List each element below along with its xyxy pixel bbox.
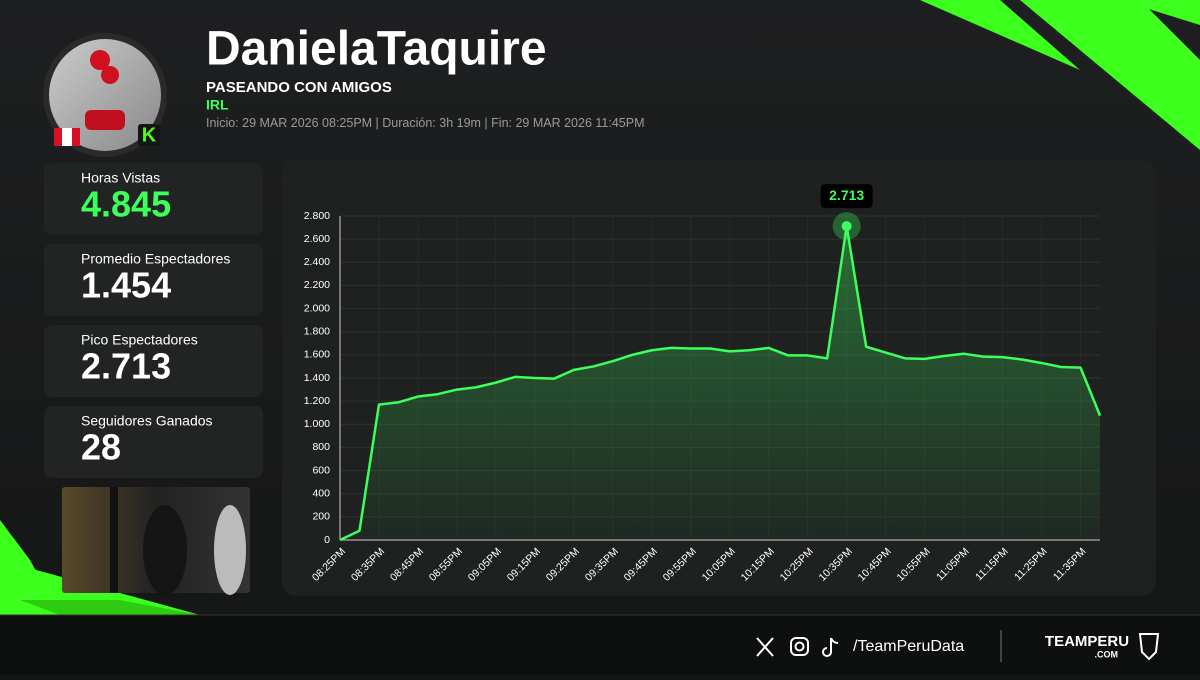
- y-tick-label: 1.600: [304, 349, 330, 361]
- avatar-balloon: [101, 66, 119, 84]
- avatar-figure: [85, 110, 125, 130]
- y-tick-label: 2.600: [304, 233, 330, 245]
- stream-title: PASEANDO CON AMIGOS: [206, 79, 392, 96]
- y-tick-label: 200: [312, 511, 330, 523]
- stat-card: [44, 244, 263, 316]
- stat-value: 1.454: [81, 265, 171, 306]
- y-tick-label: 2.400: [304, 256, 330, 268]
- y-tick-label: 1.800: [304, 325, 330, 337]
- stat-label: Promedio Espectadores: [81, 251, 230, 267]
- streamer-name: DanielaTaquire: [206, 23, 547, 76]
- avatar: [49, 39, 161, 151]
- y-tick-label: 0: [324, 534, 330, 546]
- data-label: 2.713: [829, 187, 864, 203]
- stream-category: IRL: [206, 97, 229, 113]
- footer-bar: [0, 615, 1200, 675]
- thumbnail: [62, 487, 250, 595]
- stat-card: [44, 406, 263, 478]
- peak-tooltip: [820, 184, 873, 209]
- y-tick-label: 400: [312, 487, 330, 499]
- area: [340, 226, 1100, 540]
- y-tick-label: 1.200: [304, 395, 330, 407]
- flag-icon: [54, 128, 80, 146]
- stat-label: Horas Vistas: [81, 170, 160, 186]
- decoration: [0, 0, 1200, 615]
- stat-label: Pico Espectadores: [81, 332, 198, 348]
- stat-value: 2.713: [81, 346, 171, 387]
- y-tick-label: 2.800: [304, 210, 330, 222]
- y-tick-label: 2.000: [304, 302, 330, 314]
- stat-label: Seguidores Ganados: [81, 413, 213, 429]
- social-icons: [756, 637, 839, 657]
- svg-text:K: K: [142, 124, 157, 146]
- kick-icon: K: [138, 124, 160, 146]
- stat-card: [44, 163, 263, 235]
- separator: |: [481, 116, 491, 130]
- stat-card: [44, 325, 263, 397]
- stat-value: 28: [81, 427, 121, 468]
- start: Inicio: 29 MAR 2026 08:25PM: [206, 116, 372, 130]
- y-tick-label: 800: [312, 441, 330, 453]
- stat-value: 4.845: [81, 184, 171, 225]
- y-tick-label: 600: [312, 464, 330, 476]
- stream-info: Inicio: 29 MAR 2026 08:25PM | Duración: …: [206, 116, 644, 130]
- avatar-balloon: [90, 50, 110, 70]
- duration: Duración: 3h 19m: [382, 116, 481, 130]
- peak-point: [841, 221, 852, 232]
- brand-sub: .COM: [1095, 649, 1119, 659]
- brand-shield: [1138, 633, 1160, 661]
- brand: TEAMPERU: [1045, 633, 1129, 650]
- y-tick-label: 2.200: [304, 279, 330, 291]
- y-tick-label: 1.400: [304, 372, 330, 384]
- end: Fin: 29 MAR 2026 11:45PM: [491, 116, 644, 130]
- line: [339, 224, 1102, 542]
- y-tick-label: 1.000: [304, 418, 330, 430]
- social-handle: /TeamPeruData: [853, 638, 964, 655]
- separator: |: [372, 116, 382, 130]
